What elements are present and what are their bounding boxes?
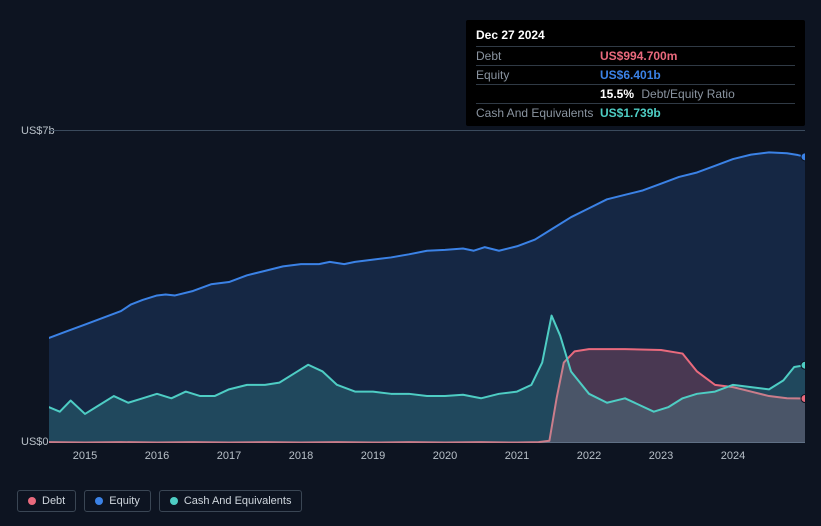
tooltip-date: Dec 27 2024 [476,26,795,46]
x-axis-tick: 2019 [361,450,385,462]
legend-label: Debt [42,495,65,507]
legend-item-debt[interactable]: Debt [17,490,76,512]
x-axis-tick: 2015 [73,450,97,462]
plot-area[interactable] [49,130,805,443]
tooltip-value: US$994.700m [600,49,677,63]
tooltip-row-equity: Equity US$6.401b [476,65,795,84]
tooltip-value: 15.5% Debt/Equity Ratio [600,87,735,101]
x-axis-tick: 2022 [577,450,601,462]
tooltip-ratio-value: 15.5% [600,87,634,101]
tooltip-row-cash: Cash And Equivalents US$1.739b [476,103,795,122]
x-axis-tick: 2020 [433,450,457,462]
tooltip-label [476,87,600,101]
legend-dot [95,497,103,505]
x-axis-tick: 2018 [289,450,313,462]
legend-label: Equity [109,495,140,507]
x-axis-tick: 2017 [217,450,241,462]
tooltip: Dec 27 2024 Debt US$994.700m Equity US$6… [466,20,805,126]
x-axis-tick: 2021 [505,450,529,462]
tooltip-label: Debt [476,49,600,63]
legend-dot [170,497,178,505]
tooltip-row-debt: Debt US$994.700m [476,46,795,65]
chart-container: Dec 27 2024 Debt US$994.700m Equity US$6… [0,0,821,526]
tooltip-value: US$6.401b [600,68,661,82]
y-axis-label-bottom: US$0 [21,436,49,448]
x-axis-tick: 2023 [649,450,673,462]
tooltip-label: Cash And Equivalents [476,106,600,120]
tooltip-ratio-suffix: Debt/Equity Ratio [641,87,734,101]
legend-item-cash[interactable]: Cash And Equivalents [159,490,303,512]
legend: Debt Equity Cash And Equivalents [17,490,302,512]
tooltip-value: US$1.739b [600,106,661,120]
legend-label: Cash And Equivalents [184,495,292,507]
x-axis-tick: 2024 [721,450,745,462]
tooltip-label: Equity [476,68,600,82]
x-axis-tick: 2016 [145,450,169,462]
tooltip-row-ratio: 15.5% Debt/Equity Ratio [476,84,795,103]
legend-item-equity[interactable]: Equity [84,490,151,512]
legend-dot [28,497,36,505]
